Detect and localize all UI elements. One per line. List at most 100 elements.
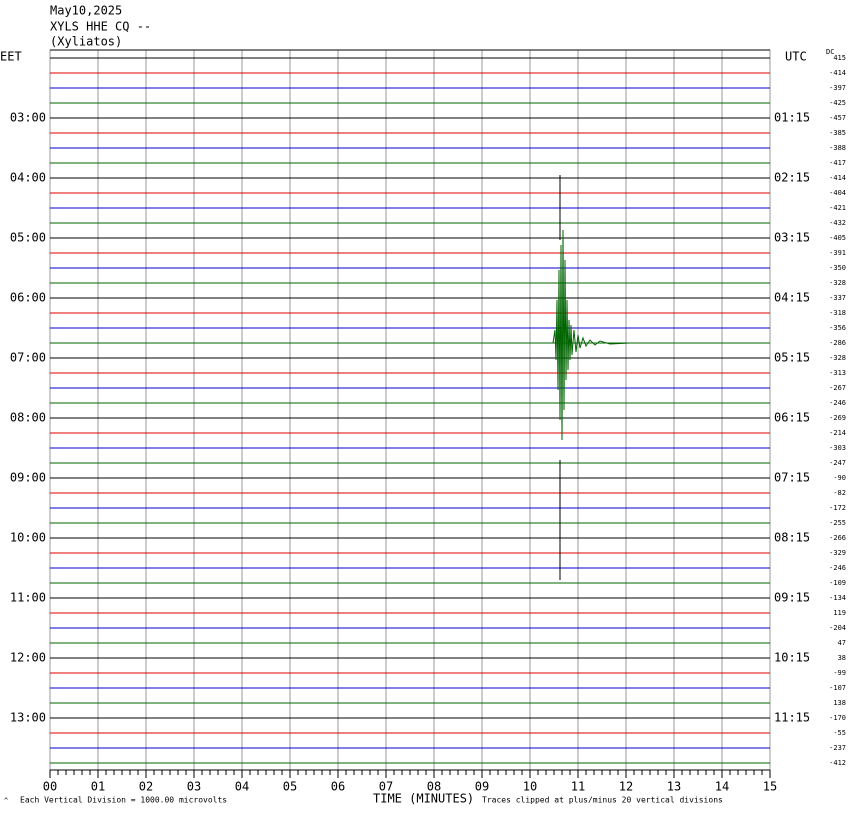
right-time: 01:15 xyxy=(774,111,810,125)
x-tick-label: 14 xyxy=(715,780,729,794)
x-tick-label: 13 xyxy=(667,780,681,794)
right-time: 05:15 xyxy=(774,351,810,365)
dc-offset: -404 xyxy=(829,189,846,197)
grid xyxy=(49,49,771,778)
dc-offset: -90 xyxy=(833,474,846,482)
left-time: 03:00 xyxy=(10,111,46,125)
dc-offset: -172 xyxy=(829,504,846,512)
dc-offset: -329 xyxy=(829,549,846,557)
x-tick-label: 04 xyxy=(235,780,249,794)
dc-offset: -417 xyxy=(829,159,846,167)
dc-offset: -337 xyxy=(829,294,846,302)
dc-offset: -414 xyxy=(829,69,846,77)
x-tick-label: 12 xyxy=(619,780,633,794)
x-tick-label: 02 xyxy=(139,780,153,794)
dc-offset: -266 xyxy=(829,534,846,542)
event-waveform xyxy=(552,229,631,441)
dc-offset: -267 xyxy=(829,384,846,392)
x-tick-label: 00 xyxy=(43,780,57,794)
x-tick-label: 08 xyxy=(427,780,441,794)
dc-offset: -237 xyxy=(829,744,846,752)
dc-offset: -350 xyxy=(829,264,846,272)
dc-offset: -99 xyxy=(833,669,846,677)
dc-offset: 47 xyxy=(838,639,846,647)
logo: ^ xyxy=(4,797,8,805)
right-time: 11:15 xyxy=(774,711,810,725)
dc-offset: -318 xyxy=(829,309,846,317)
dc-offset: -385 xyxy=(829,129,846,137)
dc-offset: -246 xyxy=(829,399,846,407)
x-tick-label: 05 xyxy=(283,780,297,794)
x-tick-label: 15 xyxy=(763,780,777,794)
dc-offset: -328 xyxy=(829,279,846,287)
left-time: 13:00 xyxy=(10,711,46,725)
dc-label: DC xyxy=(826,48,834,56)
dc-offset: -109 xyxy=(829,579,846,587)
dc-offset: -134 xyxy=(829,594,846,602)
dc-offset: 138 xyxy=(833,699,846,707)
left-time: 05:00 xyxy=(10,231,46,245)
dc-offset: -269 xyxy=(829,414,846,422)
x-tick-label: 11 xyxy=(571,780,585,794)
right-time: 04:15 xyxy=(774,291,810,305)
location: (Xyliatos) xyxy=(50,35,122,49)
right-time: 07:15 xyxy=(774,471,810,485)
dc-offset: -170 xyxy=(829,714,846,722)
left-zone: EET xyxy=(0,50,22,64)
dc-offset: -255 xyxy=(829,519,846,527)
right-time: 02:15 xyxy=(774,171,810,185)
left-time: 08:00 xyxy=(10,411,46,425)
date: May10,2025 xyxy=(50,4,122,18)
left-time: 06:00 xyxy=(10,291,46,305)
dc-offset: -457 xyxy=(829,114,846,122)
dc-offset: -55 xyxy=(833,729,846,737)
dc-offset: -247 xyxy=(829,459,846,467)
left-time: 07:00 xyxy=(10,351,46,365)
right-time: 03:15 xyxy=(774,231,810,245)
dc-offset: -204 xyxy=(829,624,846,632)
dc-offset: -405 xyxy=(829,234,846,242)
left-time: 10:00 xyxy=(10,531,46,545)
x-tick-label: 01 xyxy=(91,780,105,794)
right-time: 09:15 xyxy=(774,591,810,605)
right-zone: UTC xyxy=(785,50,807,64)
dc-offset: 38 xyxy=(838,654,846,662)
left-time: 12:00 xyxy=(10,651,46,665)
dc-offset: -421 xyxy=(829,204,846,212)
x-tick-label: 03 xyxy=(187,780,201,794)
dc-offset: 119 xyxy=(833,609,846,617)
right-time: 10:15 xyxy=(774,651,810,665)
dc-offset: -246 xyxy=(829,564,846,572)
dc-offset: -303 xyxy=(829,444,846,452)
dc-offset: -391 xyxy=(829,249,846,257)
x-tick-label: 10 xyxy=(523,780,537,794)
station: XYLS HHE CQ -- xyxy=(50,20,151,34)
left-time: 09:00 xyxy=(10,471,46,485)
dc-offset: -397 xyxy=(829,84,846,92)
traces xyxy=(50,57,770,764)
dc-offset: -82 xyxy=(833,489,846,497)
dc-offset: -432 xyxy=(829,219,846,227)
dc-offset: -414 xyxy=(829,174,846,182)
left-time: 11:00 xyxy=(10,591,46,605)
clip-note: Traces clipped at plus/minus 20 vertical… xyxy=(482,796,723,805)
x-tick-label: 09 xyxy=(475,780,489,794)
dc-offset: -425 xyxy=(829,99,846,107)
dc-offset: -313 xyxy=(829,369,846,377)
dc-offset: -328 xyxy=(829,354,846,362)
axis-title: TIME (MINUTES) xyxy=(373,792,474,806)
x-tick-label: 07 xyxy=(379,780,393,794)
scale-note: Each Vertical Division = 1000.00 microvo… xyxy=(20,796,227,805)
right-time: 08:15 xyxy=(774,531,810,545)
dc-offset: -214 xyxy=(829,429,846,437)
dc-offset: -388 xyxy=(829,144,846,152)
dc-offset: -107 xyxy=(829,684,846,692)
dc-offset: -286 xyxy=(829,339,846,347)
dc-offset: -356 xyxy=(829,324,846,332)
dc-offset: -412 xyxy=(829,759,846,767)
x-tick-label: 06 xyxy=(331,780,345,794)
right-time: 06:15 xyxy=(774,411,810,425)
left-time: 04:00 xyxy=(10,171,46,185)
dc-offset: 415 xyxy=(833,54,846,62)
